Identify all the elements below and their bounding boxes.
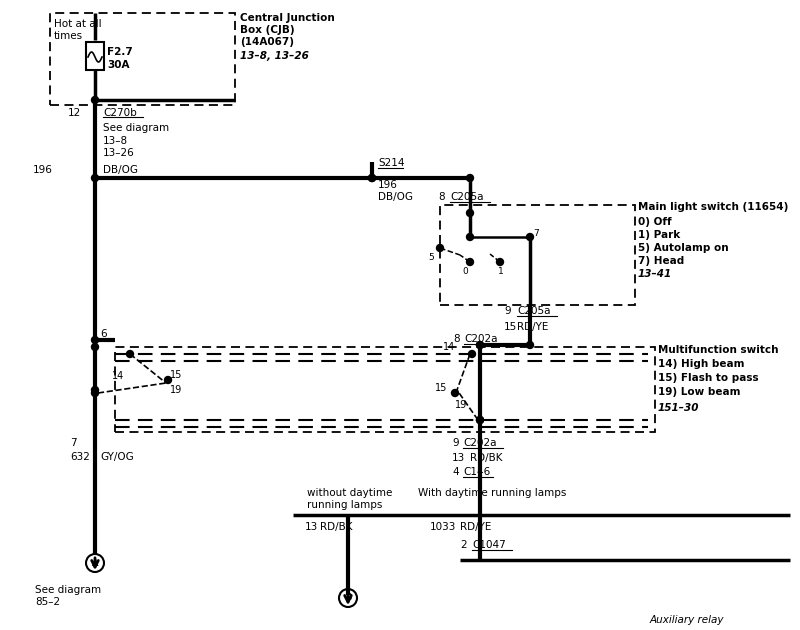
Circle shape [466,234,474,241]
Text: 19: 19 [170,385,182,395]
Circle shape [466,210,474,217]
Circle shape [91,96,98,103]
Circle shape [91,343,98,350]
Text: B: B [345,593,351,602]
Text: See diagram: See diagram [103,123,169,133]
Text: 14: 14 [112,371,124,381]
Text: 0) Off: 0) Off [638,217,672,227]
Text: C205a: C205a [517,306,550,316]
Text: 30A: 30A [107,60,130,70]
Text: 19) Low beam: 19) Low beam [658,387,741,397]
Text: S214: S214 [378,158,405,168]
Circle shape [526,234,534,241]
Text: RD/YE: RD/YE [517,322,548,332]
Text: C270b: C270b [103,108,137,118]
Text: 7: 7 [533,229,538,238]
Circle shape [497,258,503,265]
Circle shape [369,175,375,181]
Text: 9: 9 [504,306,510,316]
Circle shape [477,341,483,348]
Text: RD/BK: RD/BK [470,453,502,463]
Text: DB/OG: DB/OG [378,192,413,202]
Circle shape [91,175,98,181]
Text: A: A [92,559,98,568]
Circle shape [477,341,483,348]
Circle shape [477,416,483,423]
Text: 632: 632 [70,452,90,462]
Text: RD/YE: RD/YE [460,522,491,532]
Text: 4: 4 [452,467,458,477]
Circle shape [369,175,375,181]
Text: (14A067): (14A067) [240,37,294,47]
Text: 12: 12 [68,108,82,118]
Text: See diagram: See diagram [35,585,101,595]
Text: 13–26: 13–26 [103,148,134,158]
Text: without daytime: without daytime [307,488,392,498]
Text: GY/OG: GY/OG [100,452,134,462]
Text: Multifunction switch: Multifunction switch [658,345,778,355]
Text: 7: 7 [70,438,77,448]
Text: C205a: C205a [450,192,483,202]
Text: 15: 15 [170,370,182,380]
Bar [50,13,235,105]
Text: running lamps: running lamps [307,500,382,510]
Text: 13–41: 13–41 [638,269,672,279]
Text: 8: 8 [453,334,460,344]
Text: 15: 15 [435,383,447,393]
Text: 8: 8 [438,192,445,202]
Text: 0: 0 [462,266,468,275]
Text: 1033: 1033 [430,522,456,532]
Text: 13: 13 [452,453,466,463]
Text: 1: 1 [498,266,504,275]
Text: Auxiliary relay: Auxiliary relay [650,615,725,625]
Text: 196: 196 [378,180,398,190]
Text: C202a: C202a [464,334,498,344]
Text: Box (CJB): Box (CJB) [240,25,294,35]
Circle shape [451,389,458,396]
Text: 6: 6 [100,329,106,339]
Text: 7) Head: 7) Head [638,256,684,266]
Text: 14) High beam: 14) High beam [658,359,745,369]
Text: 1) Park: 1) Park [638,230,680,240]
Bar [86,42,104,70]
Text: 5: 5 [428,253,434,261]
Text: C146: C146 [463,467,490,477]
Circle shape [437,244,443,251]
Circle shape [469,350,475,357]
Text: 13–8: 13–8 [103,136,128,146]
Text: 14: 14 [443,342,455,352]
Circle shape [91,386,98,394]
Text: 19: 19 [455,400,467,410]
Text: F2.7: F2.7 [107,47,133,57]
Circle shape [477,416,483,423]
Circle shape [466,258,474,265]
Text: 13: 13 [305,522,318,532]
Text: 196: 196 [33,165,53,175]
Text: Hot at all: Hot at all [54,19,102,29]
Circle shape [165,377,171,384]
Text: times: times [54,31,83,41]
Circle shape [126,350,134,357]
Text: 15: 15 [504,322,518,332]
Text: 5) Autolamp on: 5) Autolamp on [638,243,729,253]
Text: With daytime running lamps: With daytime running lamps [418,488,566,498]
Text: Central Junction: Central Junction [240,13,334,23]
Text: C202a: C202a [463,438,497,448]
Text: 15) Flash to pass: 15) Flash to pass [658,373,758,383]
Circle shape [526,341,534,348]
Text: 2: 2 [460,540,466,550]
Text: DB/OG: DB/OG [103,165,138,175]
Text: RD/BK: RD/BK [320,522,353,532]
Text: C1047: C1047 [472,540,506,550]
Circle shape [91,336,98,343]
Circle shape [91,389,98,396]
Text: 151–30: 151–30 [658,403,699,413]
Circle shape [466,175,474,181]
Text: Main light switch (11654): Main light switch (11654) [638,202,788,212]
Bar [115,347,655,432]
Text: 85–2: 85–2 [35,597,60,607]
Bar [440,205,635,305]
Text: 9: 9 [452,438,458,448]
Text: 13–8, 13–26: 13–8, 13–26 [240,51,309,61]
